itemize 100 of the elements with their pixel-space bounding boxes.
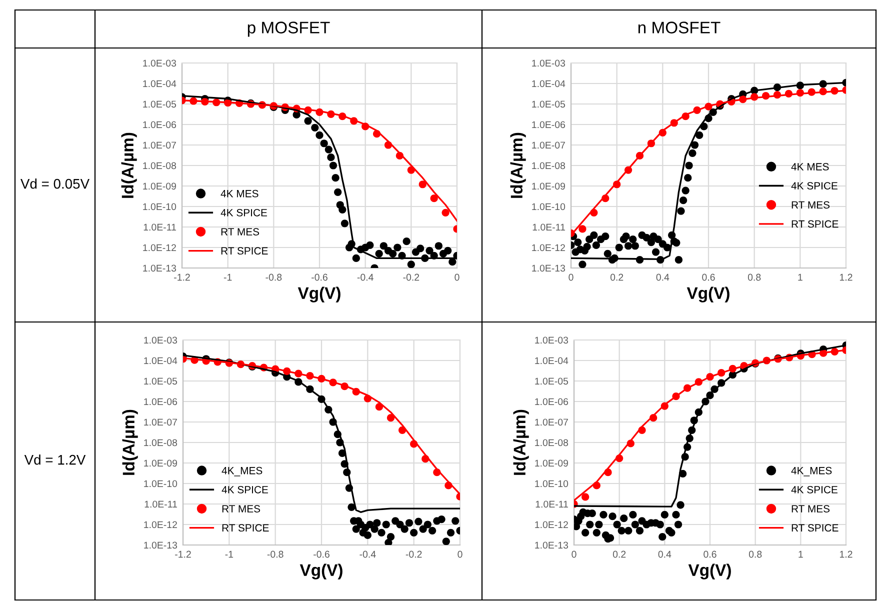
point (416, 244, 424, 252)
legend-label: RT SPICE (792, 220, 838, 228)
x-tick-label: 1.2 (840, 550, 852, 558)
y-tick-label: 1.0E-08 (535, 439, 568, 446)
y-tick-label: 1.0E-12 (143, 244, 176, 252)
x-tick-label: 0.4 (658, 550, 672, 558)
x-tick-label: 0.6 (702, 274, 715, 281)
x-tick-label: -0.2 (406, 550, 422, 558)
legend-label: 4K_MES (791, 466, 832, 476)
x-tick-label: 1 (798, 550, 803, 558)
x-axis-title: Vg(V) (300, 564, 342, 580)
x-tick-label: 0 (454, 274, 460, 281)
x-tick-label: 1.2 (840, 274, 852, 281)
x-tick-label: 0.8 (748, 550, 762, 558)
point (672, 510, 680, 519)
x-tick-label: 0.8 (748, 274, 761, 281)
x-axis-title: Vg(V) (688, 564, 731, 580)
point (615, 244, 623, 252)
y-tick-label: 1.0E-12 (535, 521, 568, 528)
point (442, 208, 450, 216)
point (690, 141, 699, 149)
legend-label: 4K SPICE (220, 209, 267, 216)
point (316, 131, 324, 140)
legend-label: RT MES (221, 228, 260, 236)
point (389, 250, 397, 258)
point (370, 525, 378, 533)
legend-label: 4K SPICE (222, 486, 268, 494)
y-tick-label: 1.0E-04 (144, 357, 178, 364)
point (340, 220, 349, 228)
point (418, 180, 426, 188)
point (320, 140, 328, 148)
y-tick-label: 1.0E-13 (143, 264, 176, 272)
y-tick-label: 1.0E-11 (144, 224, 176, 231)
legend-label: RT SPICE (222, 524, 269, 532)
chart-title: p MOSFET (248, 22, 330, 37)
x-tick-label: -1 (224, 274, 232, 281)
point (674, 520, 682, 528)
legend-label: RT SPICE (221, 247, 268, 255)
point (677, 207, 685, 215)
legend-label: 4K MES (220, 190, 258, 198)
legend-label: RT SPICE (792, 524, 838, 532)
point (592, 528, 600, 536)
point (595, 520, 603, 528)
legend-label: 4K SPICE (791, 182, 838, 190)
point (583, 242, 591, 250)
point (608, 512, 616, 520)
point (402, 238, 410, 246)
point (448, 258, 456, 266)
y-tick-label: 1.0E-08 (532, 162, 566, 170)
y-tick-label: 1.0E-13 (532, 264, 566, 272)
x-tick-label: -0.6 (314, 550, 330, 558)
y-tick-label: 1.0E-08 (143, 162, 176, 170)
y-tick-label: 1.0E-09 (532, 182, 565, 190)
point (654, 236, 662, 244)
y-tick-label: 1.0E-11 (144, 500, 177, 508)
point (696, 131, 704, 140)
legend-label: RT MES (792, 201, 830, 209)
point (668, 528, 676, 536)
point (394, 244, 402, 252)
point (352, 254, 360, 262)
y-tick-label: 1.0E-07 (532, 142, 565, 149)
legend-label: 4K_MES (222, 466, 262, 476)
y-tick-label: 1.0E-05 (144, 378, 178, 385)
point (676, 501, 684, 509)
point (373, 519, 381, 527)
point (327, 154, 335, 162)
point (438, 515, 446, 524)
point (380, 242, 388, 250)
chart-title: n MOSFET (638, 22, 720, 34)
y-tick-label: 1.0E-07 (143, 142, 176, 149)
y-tick-label: 1.0E-10 (143, 203, 176, 210)
point (410, 528, 418, 536)
point (407, 260, 415, 268)
y-axis-title: Id(A/µm) (122, 410, 138, 475)
point (602, 232, 610, 240)
y-tick-label: 1.0E-06 (144, 398, 178, 406)
y-tick-label: 1.0E-05 (143, 100, 176, 108)
text: Vd = 0.05V (20, 178, 90, 189)
y-tick-label: 1.0E-09 (144, 460, 177, 467)
y-tick-label: 1.0E-10 (532, 203, 566, 210)
point (366, 520, 374, 528)
point (578, 260, 586, 268)
y-tick-label: 1.0E-07 (535, 418, 568, 426)
x-axis-title: Vg(V) (686, 286, 730, 302)
y-tick-label: 1.0E-07 (144, 418, 177, 426)
x-tick-label: -1.2 (175, 550, 191, 558)
x-tick-label: -1 (225, 550, 234, 558)
y-tick-label: 1.0E-09 (143, 182, 176, 190)
point (444, 246, 452, 254)
point (428, 526, 436, 534)
point (452, 517, 460, 525)
x-tick-label: -1.2 (174, 274, 190, 281)
point (656, 520, 664, 528)
y-tick-label: 1.0E-06 (532, 121, 566, 128)
point (414, 518, 422, 526)
point (658, 533, 666, 541)
text: Vd = 1.2V (24, 454, 86, 465)
y-tick-label: 1.0E-12 (532, 244, 565, 252)
point (384, 538, 392, 545)
x-tick-label: 0.2 (612, 550, 626, 558)
